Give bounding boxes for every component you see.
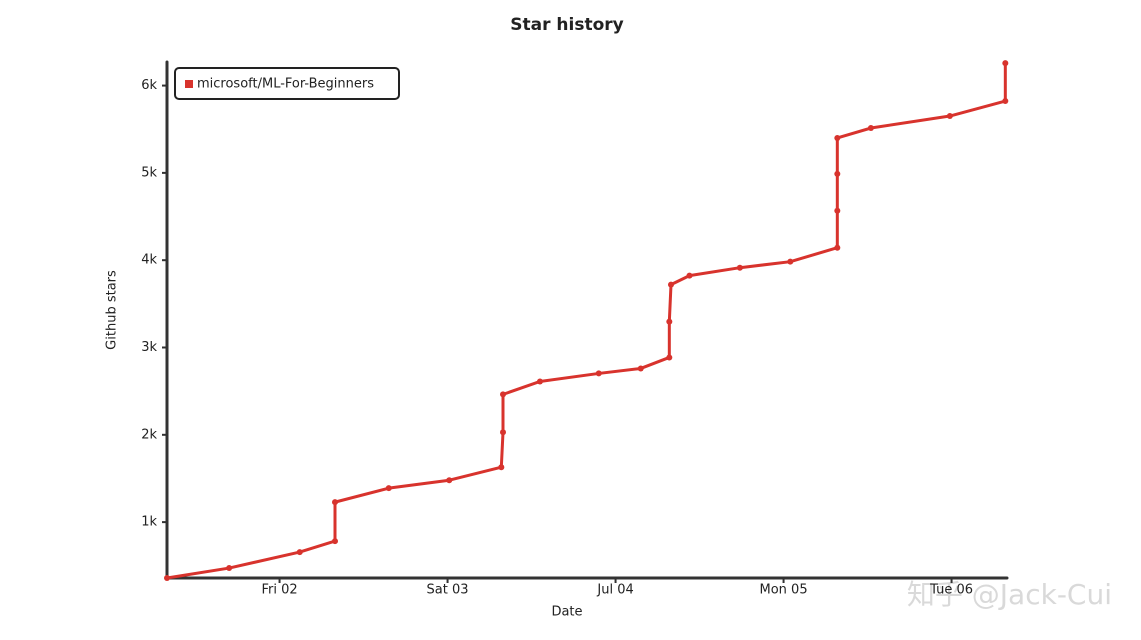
- legend: microsoft/ML-For-Beginners: [174, 67, 400, 100]
- data-point: [666, 354, 673, 361]
- data-point: [787, 258, 794, 265]
- chart-title: Star history: [510, 15, 623, 35]
- data-point: [536, 378, 543, 385]
- data-point: [686, 272, 693, 279]
- data-point: [1002, 98, 1009, 105]
- data-point: [834, 244, 841, 251]
- y-tick-label: 1k: [141, 515, 157, 530]
- x-tick-label: Fri 02: [261, 583, 297, 598]
- data-point: [637, 365, 644, 372]
- y-tick-label: 5k: [141, 165, 157, 180]
- data-point: [834, 207, 841, 214]
- data-point: [834, 170, 841, 177]
- x-tick-label: Mon 05: [760, 583, 808, 598]
- y-tick-label: 4k: [141, 253, 157, 268]
- y-axis-label: Github stars: [105, 270, 120, 350]
- data-point: [867, 125, 874, 132]
- data-point: [498, 464, 505, 471]
- data-point: [666, 318, 673, 325]
- x-axis-label: Date: [551, 605, 582, 620]
- data-point: [1002, 60, 1009, 67]
- series-line: [166, 63, 1007, 580]
- legend-swatch: [185, 80, 193, 88]
- data-point: [500, 429, 506, 436]
- x-tick-label: Jul 04: [596, 583, 633, 598]
- data-point: [164, 575, 170, 581]
- data-point: [736, 264, 743, 271]
- data-point: [332, 499, 338, 506]
- data-point: [446, 477, 453, 484]
- data-point: [834, 134, 841, 141]
- data-point: [332, 538, 338, 545]
- data-point: [500, 391, 506, 398]
- data-point: [668, 281, 674, 288]
- y-tick-label: 3k: [141, 340, 157, 355]
- data-point: [385, 485, 392, 492]
- legend-label: microsoft/ML-For-Beginners: [197, 77, 374, 92]
- legend-box: [174, 67, 400, 100]
- y-tick-label: 2k: [141, 427, 157, 442]
- y-tick-label: 6k: [141, 78, 157, 93]
- x-tick-label: Sat 03: [427, 583, 469, 598]
- data-point: [226, 565, 233, 572]
- watermark: 知乎 @Jack-Cui: [907, 578, 1112, 611]
- x-tick-label: Tue 06: [929, 583, 973, 598]
- data-point: [296, 549, 303, 556]
- data-point: [595, 370, 602, 377]
- data-point: [946, 113, 953, 120]
